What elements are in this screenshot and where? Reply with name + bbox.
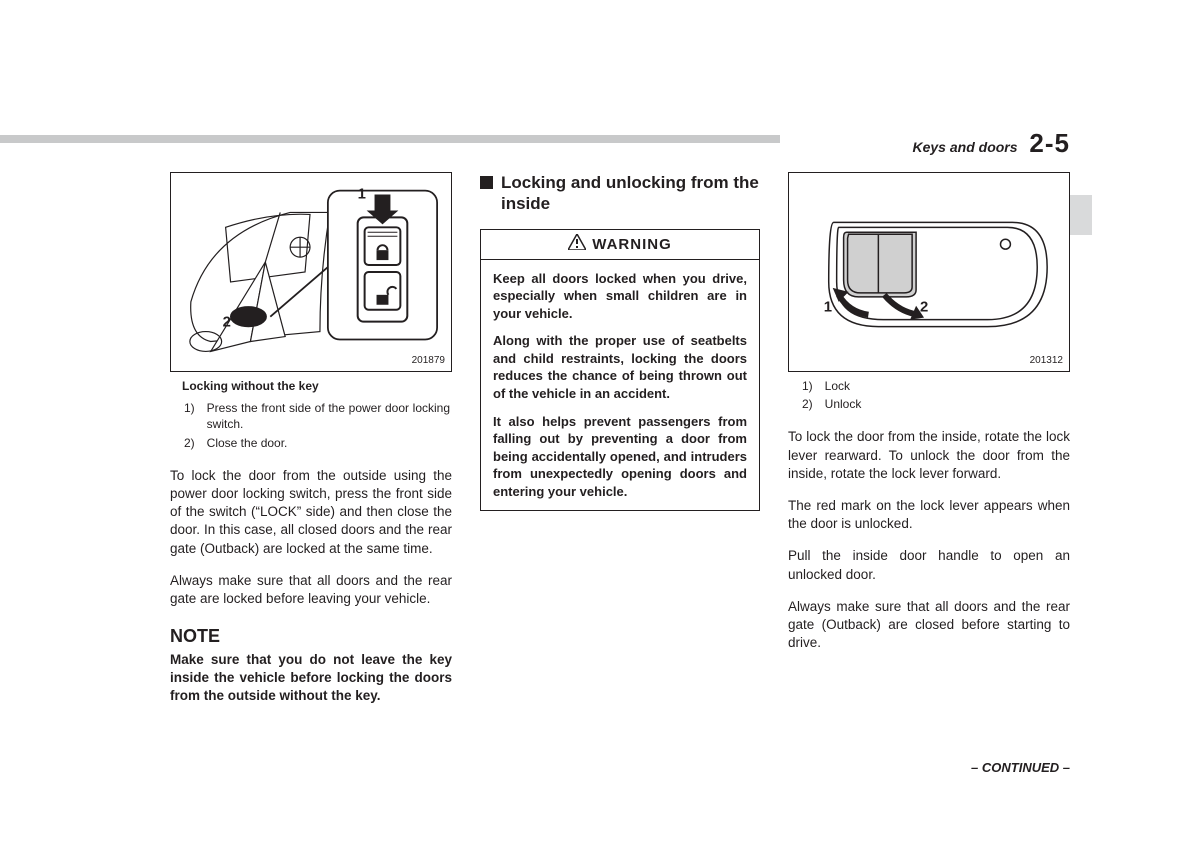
warning-icon bbox=[568, 234, 586, 250]
fig2-label-2: 2 bbox=[920, 300, 928, 316]
figure-caption-1: Locking without the key bbox=[182, 378, 452, 394]
note-heading: NOTE bbox=[170, 624, 452, 648]
section-heading: Locking and unlocking from the inside bbox=[480, 172, 760, 215]
warning-p: Keep all doors locked when you drive, es… bbox=[493, 270, 747, 323]
thumb-tab bbox=[1070, 195, 1092, 235]
door-handle-svg: 1 2 bbox=[789, 172, 1069, 372]
fig1-label-2: 2 bbox=[223, 315, 231, 331]
fig2-label-1: 1 bbox=[824, 300, 832, 316]
step-num: 2) bbox=[184, 435, 205, 451]
step-text: Press the front side of the power door l… bbox=[207, 400, 450, 432]
fig1-label-1: 1 bbox=[358, 187, 366, 203]
step-num: 1) bbox=[184, 400, 205, 432]
figure-door-handle: 1 2 201312 bbox=[788, 172, 1070, 372]
content-columns: 1 2 201879 Locking without the key 1)Pre… bbox=[170, 172, 1070, 705]
bullet-icon bbox=[480, 176, 493, 189]
paragraph: Always make sure that all doors and the … bbox=[170, 572, 452, 608]
warning-label: WARNING bbox=[592, 236, 672, 253]
paragraph: To lock the door from the outside using … bbox=[170, 467, 452, 558]
step-text: Close the door. bbox=[207, 435, 450, 451]
step-row: 1)Press the front side of the power door… bbox=[184, 400, 450, 432]
figure-legend-2: 1)Lock 2)Unlock bbox=[800, 376, 863, 414]
section-name: Keys and doors bbox=[913, 139, 1018, 155]
legend-text: Lock bbox=[825, 378, 862, 394]
warning-header: WARNING bbox=[481, 230, 759, 260]
warning-body: Keep all doors locked when you drive, es… bbox=[481, 260, 759, 511]
figure-id-1: 201879 bbox=[412, 354, 445, 368]
warning-box: WARNING Keep all doors locked when you d… bbox=[480, 229, 760, 512]
warning-p: Along with the proper use of seatbelts a… bbox=[493, 332, 747, 402]
page-number: 2-5 bbox=[1029, 128, 1070, 158]
legend-row: 2)Unlock bbox=[802, 396, 861, 412]
continued-marker: – CONTINUED – bbox=[971, 760, 1070, 775]
legend-row: 1)Lock bbox=[802, 378, 861, 394]
figure-id-2: 201312 bbox=[1030, 354, 1063, 368]
column-2: Locking and unlocking from the inside WA… bbox=[480, 172, 760, 705]
figure-car-door-switch: 1 2 201879 bbox=[170, 172, 452, 372]
header-bar bbox=[0, 135, 780, 143]
legend-num: 2) bbox=[802, 396, 823, 412]
column-1: 1 2 201879 Locking without the key 1)Pre… bbox=[170, 172, 452, 705]
warning-p: It also helps prevent passengers from fa… bbox=[493, 413, 747, 501]
running-header: Keys and doors 2-5 bbox=[913, 128, 1071, 159]
figure-steps-1: 1)Press the front side of the power door… bbox=[182, 398, 452, 453]
legend-num: 1) bbox=[802, 378, 823, 394]
paragraph: To lock the door from the inside, rotate… bbox=[788, 428, 1070, 483]
car-door-svg: 1 2 bbox=[171, 172, 451, 372]
note-body: Make sure that you do not leave the key … bbox=[170, 651, 452, 706]
paragraph: Always make sure that all doors and the … bbox=[788, 598, 1070, 653]
step-row: 2)Close the door. bbox=[184, 435, 450, 451]
paragraph: Pull the inside door handle to open an u… bbox=[788, 547, 1070, 583]
column-3: 1 2 201312 1)Lock 2)Unlock To lock the d… bbox=[788, 172, 1070, 705]
paragraph: The red mark on the lock lever appears w… bbox=[788, 497, 1070, 533]
legend-text: Unlock bbox=[825, 396, 862, 412]
section-title: Locking and unlocking from the inside bbox=[501, 172, 760, 215]
